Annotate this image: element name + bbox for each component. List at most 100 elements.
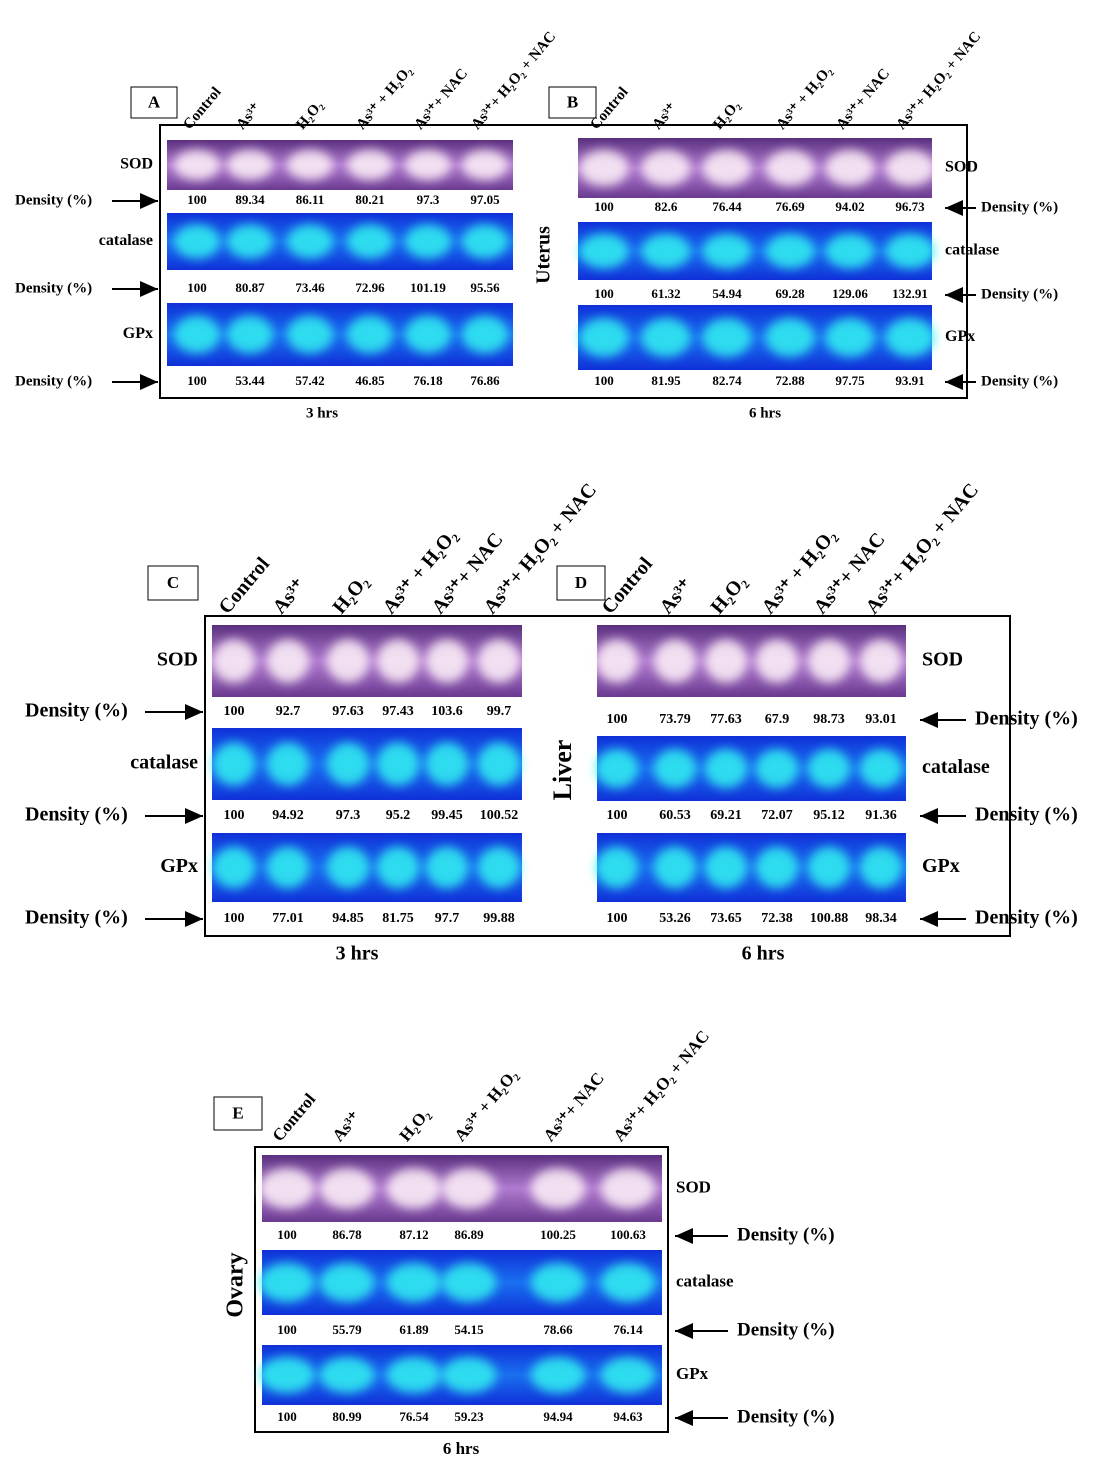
gel-band — [703, 318, 752, 357]
density-value: 76.18 — [413, 373, 443, 388]
density-label: Density (%) — [15, 280, 92, 296]
density-value: 100 — [607, 911, 628, 926]
gel-band — [601, 1168, 656, 1208]
density-value: 95.12 — [813, 808, 845, 823]
enzyme-label: GPx — [922, 855, 960, 877]
lane-label: H₂O₂ — [293, 97, 326, 132]
density-value: 98.73 — [813, 712, 845, 727]
density-value: 100 — [224, 808, 245, 823]
gel-band — [580, 318, 629, 357]
density-value: 100.63 — [610, 1227, 646, 1242]
gel-band — [886, 150, 935, 186]
density-value: 73.79 — [659, 712, 691, 727]
density-value: 73.65 — [710, 911, 742, 926]
lane-label: As³⁺+ NAC — [411, 66, 471, 133]
gel-band — [596, 639, 638, 682]
enzyme-label: SOD — [922, 649, 963, 671]
density-value: 67.9 — [765, 712, 790, 727]
density-value: 59.23 — [454, 1409, 484, 1424]
gel-band — [654, 639, 696, 682]
enzyme-label: SOD — [676, 1177, 711, 1196]
gel-band — [377, 742, 419, 785]
density-value: 97.05 — [470, 192, 500, 207]
gel-band — [478, 639, 520, 682]
gel-band — [287, 316, 333, 354]
density-label: Density (%) — [15, 373, 92, 389]
gel-band — [260, 1357, 315, 1393]
figure: UterusA3 hrsControlAs³⁺H₂O₂As³⁺ + H₂O₂As… — [0, 0, 1104, 1461]
lane-label: H₂O₂ — [706, 571, 751, 618]
gel-band — [462, 224, 508, 258]
lane-label: Control — [597, 553, 657, 618]
gel-band — [405, 224, 451, 258]
enzyme-label: SOD — [120, 156, 153, 173]
density-value: 100.88 — [810, 911, 849, 926]
gel-band — [320, 1168, 375, 1208]
gel-band — [347, 224, 393, 258]
gel-band — [287, 224, 333, 258]
density-value: 86.11 — [296, 192, 325, 207]
density-value: 82.74 — [712, 373, 742, 388]
gel-band — [766, 318, 815, 357]
gel-band — [478, 742, 520, 785]
lane-label: As³⁺+ NAC — [833, 66, 893, 133]
gel-band — [766, 234, 815, 269]
density-value: 72.38 — [761, 911, 793, 926]
density-value: 76.86 — [470, 373, 500, 388]
lane-label: As³⁺+ H₂O₂ + NAC — [468, 29, 559, 133]
gel-band — [596, 847, 638, 888]
gel-band — [442, 1357, 497, 1393]
gel-band — [705, 639, 747, 682]
density-value: 82.6 — [655, 199, 678, 214]
gel-band — [227, 316, 273, 354]
density-value: 95.56 — [470, 280, 500, 295]
density-value: 97.7 — [435, 911, 460, 926]
lane-label: As³⁺ — [268, 574, 310, 618]
tissue-label: Ovary — [223, 1252, 249, 1317]
gel-strip — [597, 625, 906, 697]
lane-label: H₂O₂ — [396, 1105, 434, 1145]
gel-band — [227, 224, 273, 258]
panel-letter: E — [232, 1103, 243, 1122]
density-label: Density (%) — [25, 700, 128, 722]
lane-label: As³⁺ — [329, 1108, 365, 1145]
density-value: 97.3 — [336, 808, 361, 823]
gel-band — [405, 150, 451, 180]
enzyme-label: SOD — [945, 159, 978, 176]
density-value: 100 — [607, 808, 628, 823]
density-label: Density (%) — [15, 192, 92, 208]
density-value: 72.96 — [355, 280, 385, 295]
gel-strip — [578, 138, 932, 198]
gel-band — [703, 234, 752, 269]
density-value: 76.44 — [712, 199, 742, 214]
enzyme-label: catalase — [130, 752, 198, 774]
enzyme-label: GPx — [945, 328, 975, 345]
enzyme-label: GPx — [676, 1364, 709, 1383]
density-value: 100 — [224, 911, 245, 926]
panel-letter: D — [575, 573, 587, 592]
gel-band — [886, 318, 935, 357]
lane-label: As³⁺ — [655, 574, 697, 618]
gel-band — [327, 639, 369, 682]
gel-band — [213, 742, 255, 785]
gel-band — [808, 749, 850, 788]
lane-label: Control — [269, 1089, 320, 1145]
density-value: 91.36 — [865, 808, 897, 823]
tissue-label: Liver — [548, 740, 577, 801]
gel-band — [174, 316, 220, 354]
density-value: 61.89 — [399, 1322, 429, 1337]
density-value: 93.01 — [865, 712, 897, 727]
density-value: 100 — [594, 286, 614, 301]
density-value: 80.21 — [355, 192, 384, 207]
density-value: 100 — [277, 1322, 297, 1337]
density-value: 53.26 — [659, 911, 691, 926]
density-value: 99.45 — [431, 808, 463, 823]
gel-band — [287, 150, 333, 180]
gel-band — [377, 847, 419, 888]
density-label: Density (%) — [975, 804, 1078, 826]
density-value: 77.63 — [710, 712, 742, 727]
gel-band — [705, 847, 747, 888]
density-value: 86.89 — [454, 1227, 484, 1242]
density-value: 69.21 — [710, 808, 742, 823]
gel-band — [347, 150, 393, 180]
